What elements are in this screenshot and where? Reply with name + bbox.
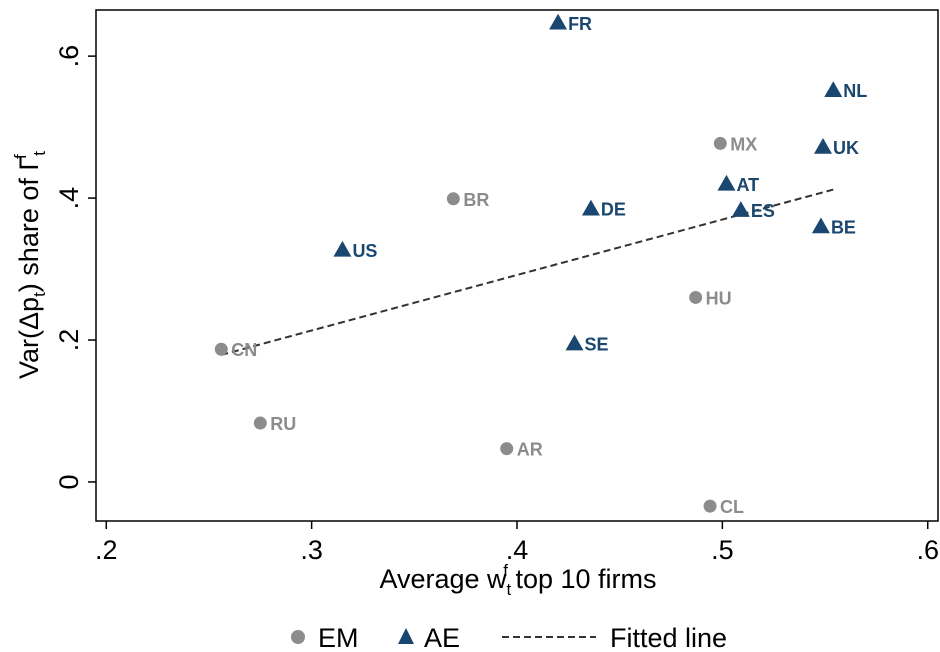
em-point — [689, 290, 703, 304]
legend-ae-label: AE — [424, 623, 460, 652]
legend: EM AE Fitted line — [291, 623, 727, 652]
y-tick-label: .4 — [54, 187, 84, 210]
point-label: MX — [730, 134, 757, 154]
em-point — [253, 416, 267, 430]
x-tick-label: .4 — [506, 535, 529, 565]
x-tick-label: .6 — [916, 535, 939, 565]
em-point — [446, 192, 460, 206]
point-label: HU — [706, 288, 732, 308]
point-label: DE — [601, 200, 626, 220]
fitted-line — [221, 188, 834, 356]
y-tick-label: .2 — [54, 329, 84, 352]
em-point — [703, 499, 717, 513]
point-label: SE — [585, 335, 609, 355]
em-point — [214, 342, 228, 356]
point-label: NL — [843, 81, 867, 101]
ae-point — [717, 174, 736, 191]
x-axis-title: Average wtf top 10 firms — [379, 561, 656, 599]
point-label: ES — [751, 201, 775, 221]
ae-point — [731, 201, 750, 217]
ae-point — [565, 334, 584, 351]
point-label: RU — [270, 414, 296, 434]
x-tick-label: .3 — [300, 535, 323, 565]
point-label: US — [352, 241, 377, 261]
ae-point — [824, 81, 843, 97]
tick-layer: .2 .3 .4 .5 .6 0 .2 .4 .6 — [54, 45, 939, 565]
x-tick-label: .2 — [95, 535, 118, 565]
point-label: UK — [833, 138, 859, 158]
points-layer: CN RU BR AR HU MX CL US FR DE SE AT ES NL UK BE — [214, 13, 867, 517]
em-point — [500, 442, 514, 456]
y-tick-label: 0 — [54, 474, 84, 489]
x-tick-label: .5 — [711, 535, 734, 565]
y-tick-label: .6 — [54, 45, 84, 68]
fitted-line-layer — [221, 188, 834, 356]
ae-point — [581, 199, 600, 216]
y-axis-title: Var(Δpt) share of Γtf — [11, 151, 49, 379]
point-label: AR — [517, 440, 543, 460]
legend-em-label: EM — [318, 623, 359, 652]
legend-ae-marker — [398, 628, 414, 644]
point-label: CL — [720, 497, 744, 517]
point-label: FR — [568, 14, 592, 34]
ae-point — [333, 240, 352, 257]
point-label: BE — [831, 217, 856, 237]
point-label: BR — [463, 190, 489, 210]
ae-point — [813, 137, 832, 154]
legend-em-marker — [291, 630, 305, 644]
legend-fitted-line-label: Fitted line — [610, 623, 727, 652]
ae-point — [811, 217, 830, 234]
ae-point — [549, 13, 568, 30]
em-point — [713, 136, 727, 150]
point-label: AT — [736, 175, 759, 195]
point-label: CN — [231, 340, 257, 360]
